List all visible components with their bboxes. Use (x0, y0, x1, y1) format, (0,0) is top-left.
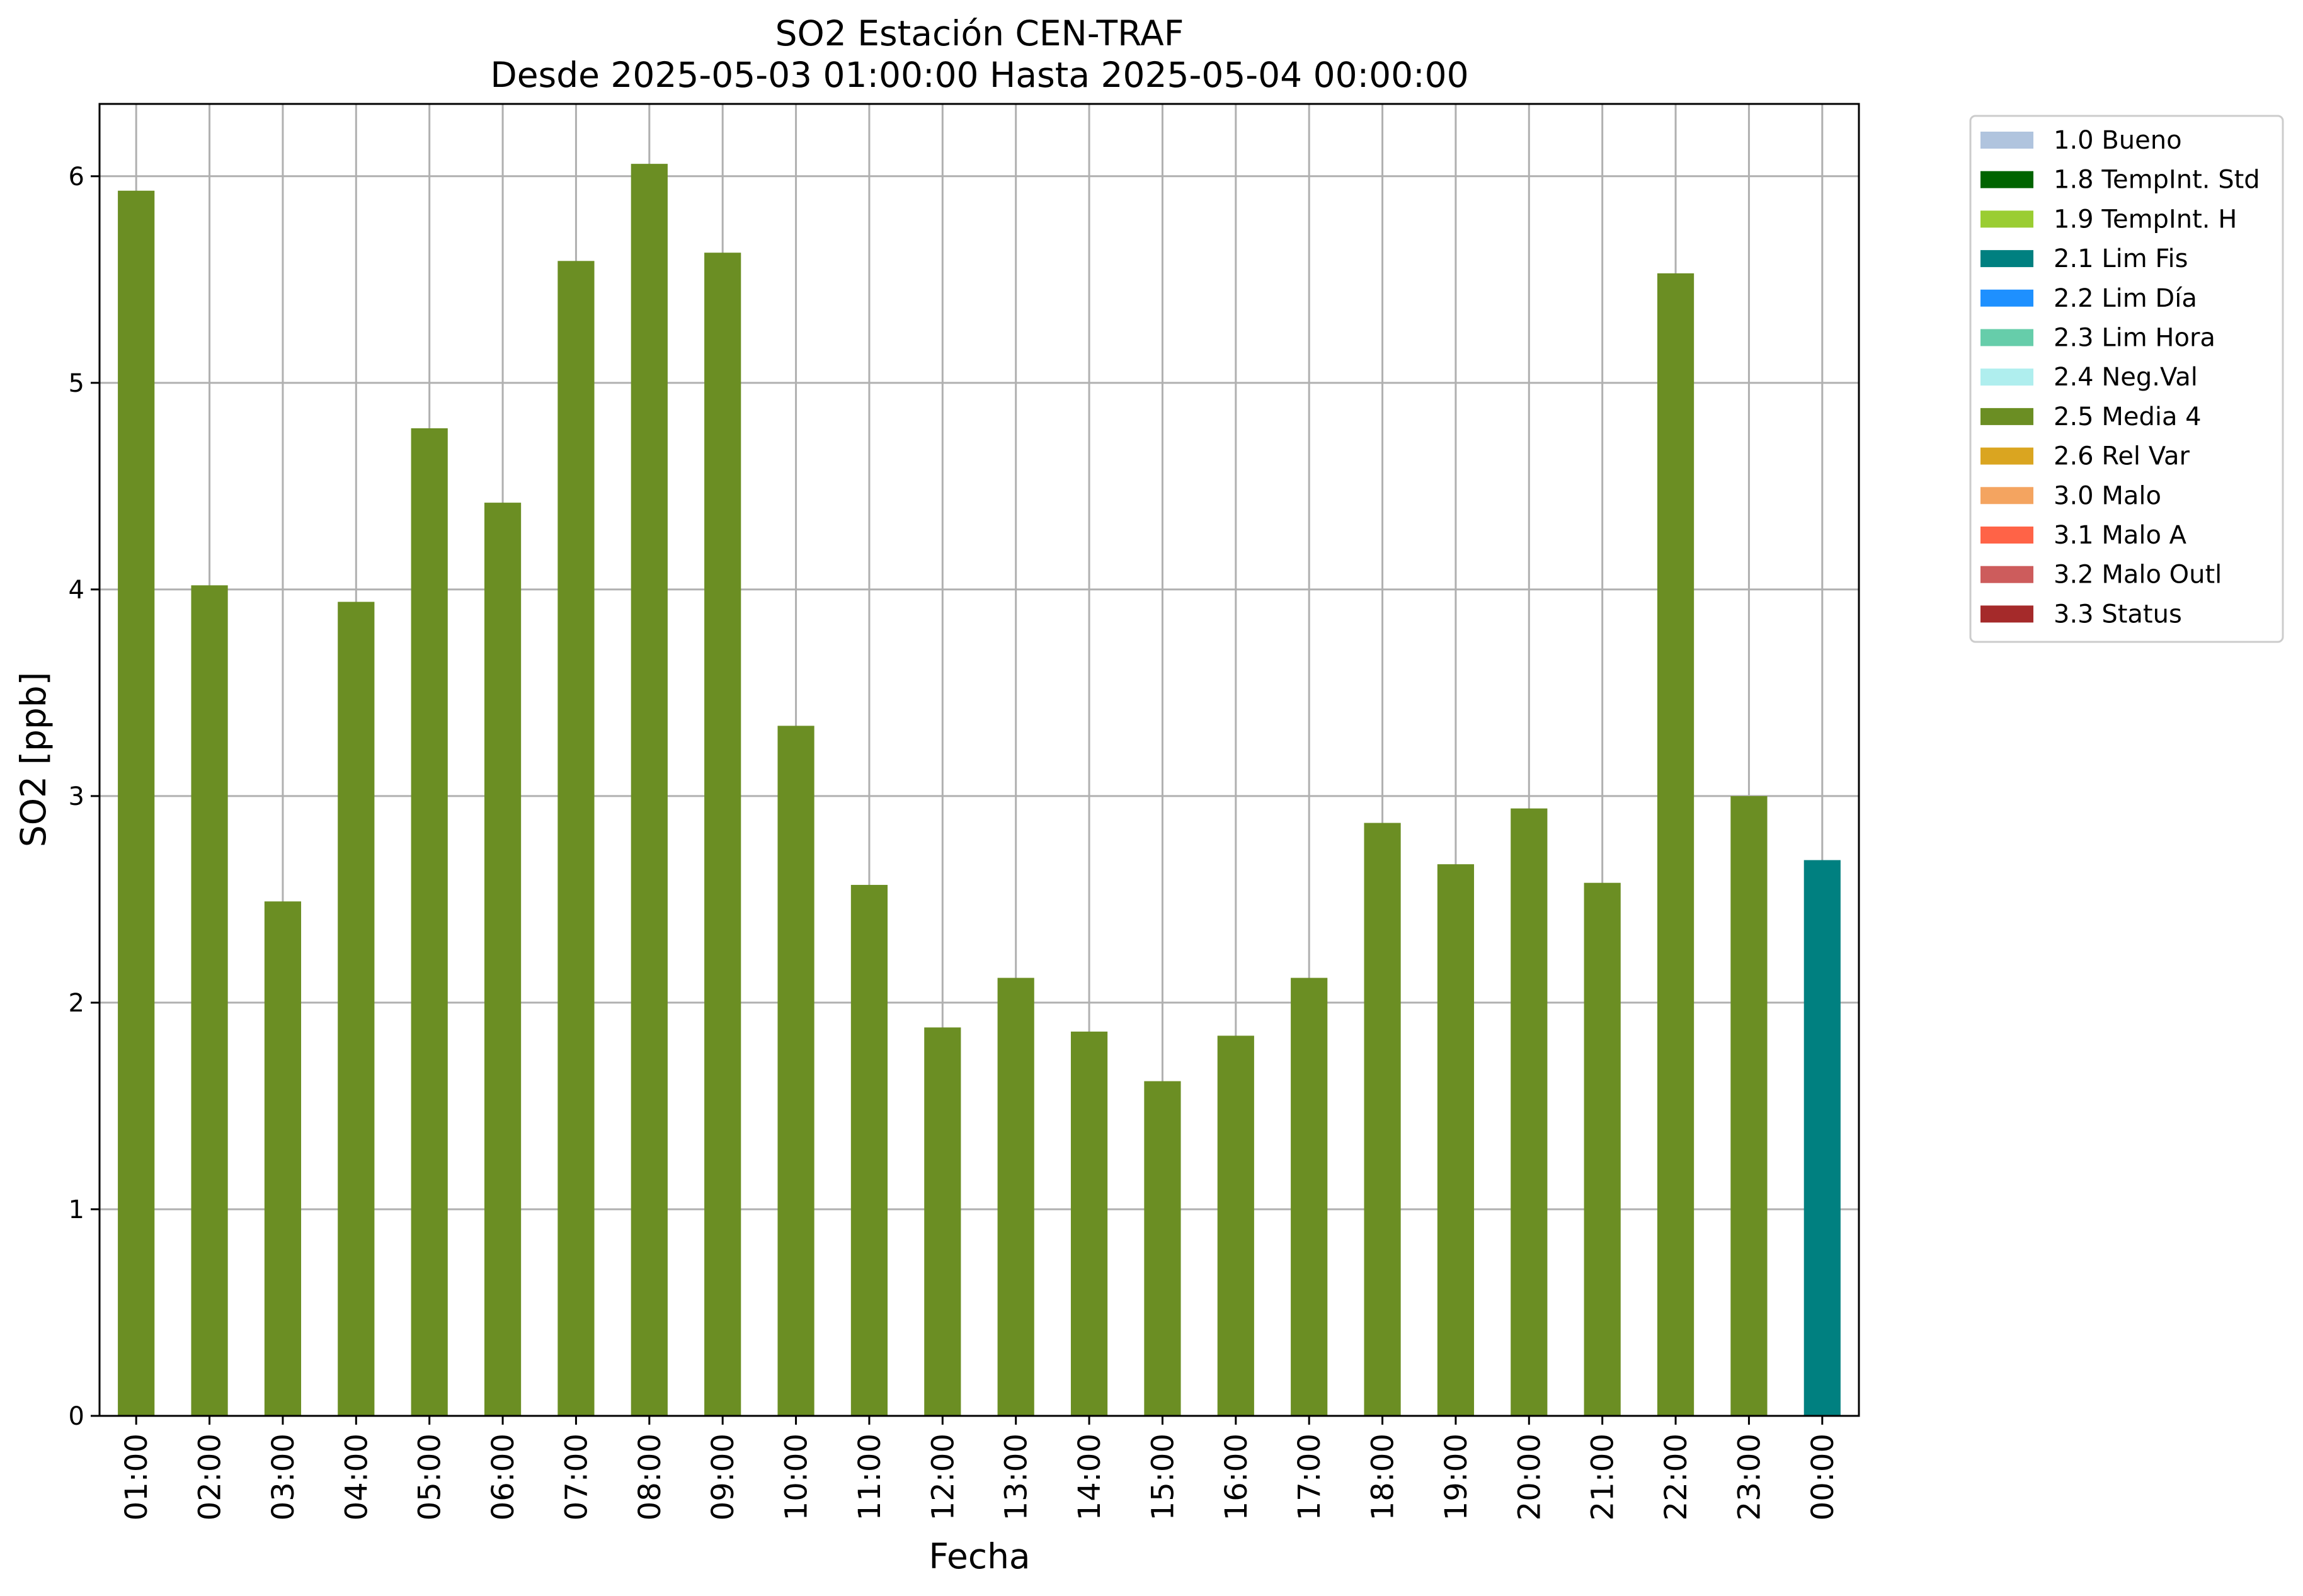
bar-11:00 (850, 884, 888, 1416)
x-tick-label: 11:00 (852, 1434, 888, 1520)
legend-swatch (1980, 210, 2033, 228)
x-tick-label: 10:00 (779, 1434, 814, 1520)
bar-09:00 (704, 253, 741, 1416)
legend-swatch (1980, 132, 2033, 149)
bar-16:00 (1217, 1035, 1254, 1416)
x-tick-label: 19:00 (1439, 1434, 1474, 1520)
x-tick-label: 15:00 (1145, 1434, 1180, 1520)
x-tick-label: 09:00 (706, 1434, 741, 1520)
y-tick-label: 5 (69, 369, 84, 398)
legend-swatch (1980, 408, 2033, 425)
bar-20:00 (1511, 808, 1548, 1416)
x-tick-label: 22:00 (1659, 1434, 1694, 1520)
legend-swatch (1980, 527, 2033, 544)
legend-label: 1.8 TempInt. Std (2054, 166, 2260, 195)
legend-label: 2.3 Lim Hora (2054, 324, 2215, 353)
bar-21:00 (1584, 882, 1621, 1416)
plot-frame (98, 103, 1860, 1417)
legend-label: 3.2 Malo Outl (2054, 561, 2222, 590)
x-tick-label: 23:00 (1732, 1434, 1767, 1520)
bar-07:00 (557, 261, 595, 1416)
x-tick-label: 05:00 (413, 1434, 448, 1520)
y-tick-label: 4 (69, 576, 84, 605)
x-tick-label: 06:00 (486, 1434, 521, 1520)
bar-22:00 (1657, 273, 1694, 1416)
legend-label: 1.9 TempInt. H (2054, 205, 2237, 234)
bar-13:00 (997, 978, 1034, 1416)
x-tick-label: 13:00 (999, 1434, 1034, 1520)
x-tick-label: 16:00 (1219, 1434, 1254, 1520)
bars (118, 164, 1841, 1416)
bar-17:00 (1291, 978, 1328, 1416)
x-axis-ticks: 01:00 02:00 03:00 04:00 05:00 06:00 07:00 08:00… (119, 1416, 1841, 1520)
x-tick-label: 02:00 (193, 1434, 228, 1520)
legend-swatch (1980, 368, 2033, 386)
x-tick-label: 04:00 (339, 1434, 374, 1520)
legend-swatch (1980, 171, 2033, 188)
y-tick-label: 6 (69, 162, 84, 191)
bar-00:00 (1803, 860, 1841, 1416)
x-tick-label: 08:00 (632, 1434, 668, 1520)
x-tick-label: 07:00 (559, 1434, 594, 1520)
legend-swatch (1980, 250, 2033, 268)
x-tick-label: 01:00 (119, 1434, 154, 1520)
y-tick-label: 0 (69, 1402, 84, 1431)
x-tick-label: 00:00 (1805, 1434, 1841, 1520)
x-axis-label: Fecha (929, 1536, 1030, 1576)
bar-05:00 (411, 428, 448, 1416)
bar-12:00 (924, 1027, 961, 1416)
bar-03:00 (264, 901, 302, 1416)
legend-swatch (1980, 447, 2033, 465)
legend-box (1969, 115, 2284, 643)
legend-label: 2.2 Lim Día (2054, 284, 2197, 313)
bar-08:00 (631, 164, 668, 1416)
bar-06:00 (484, 503, 522, 1416)
bar-18:00 (1364, 823, 1401, 1416)
chart-subtitle: Desde 2025-05-03 01:00:00 Hasta 2025-05-… (490, 55, 1468, 95)
bar-04:00 (338, 601, 375, 1416)
legend-swatch (1980, 329, 2033, 346)
legend-swatch (1980, 566, 2033, 583)
bar-15:00 (1144, 1081, 1181, 1416)
x-tick-label: 18:00 (1366, 1434, 1401, 1520)
y-axis-label: SO2 [ppb] (13, 672, 54, 847)
x-tick-label: 21:00 (1586, 1434, 1621, 1520)
x-tick-label: 14:00 (1072, 1434, 1107, 1520)
bar-10:00 (777, 726, 814, 1416)
x-tick-label: 20:00 (1512, 1434, 1547, 1520)
legend-swatch (1980, 605, 2033, 623)
y-axis-ticks: 0 1 2 3 4 5 6 (69, 162, 100, 1431)
chart-title: SO2 Estación CEN-TRAF (775, 13, 1184, 54)
x-tick-label: 17:00 (1292, 1434, 1327, 1520)
legend-label: 2.6 Rel Var (2054, 442, 2190, 471)
x-tick-label: 12:00 (925, 1434, 961, 1520)
y-tick-label: 2 (69, 989, 84, 1018)
bar-02:00 (191, 585, 228, 1416)
legend: 1.0 Bueno 1.8 TempInt. Std 1.9 TempInt. H 2… (1969, 115, 2284, 643)
legend-label: 2.4 Neg.Val (2054, 363, 2198, 392)
bar-14:00 (1070, 1031, 1108, 1416)
y-tick-label: 3 (69, 782, 84, 811)
x-tick-label: 03:00 (266, 1434, 301, 1520)
legend-label: 1.0 Bueno (2054, 126, 2182, 155)
legend-swatch (1980, 289, 2033, 307)
bar-19:00 (1437, 864, 1475, 1416)
legend-label: 3.1 Malo A (2054, 521, 2187, 550)
legend-label: 3.0 Malo (2054, 481, 2161, 510)
y-tick-label: 1 (69, 1195, 84, 1224)
bar-23:00 (1730, 795, 1768, 1416)
legend-label: 3.3 Status (2054, 600, 2182, 629)
legend-label: 2.1 Lim Fis (2054, 244, 2188, 273)
bar-01:00 (118, 190, 155, 1416)
legend-label: 2.5 Media 4 (2054, 402, 2202, 431)
legend-swatch (1980, 487, 2033, 504)
